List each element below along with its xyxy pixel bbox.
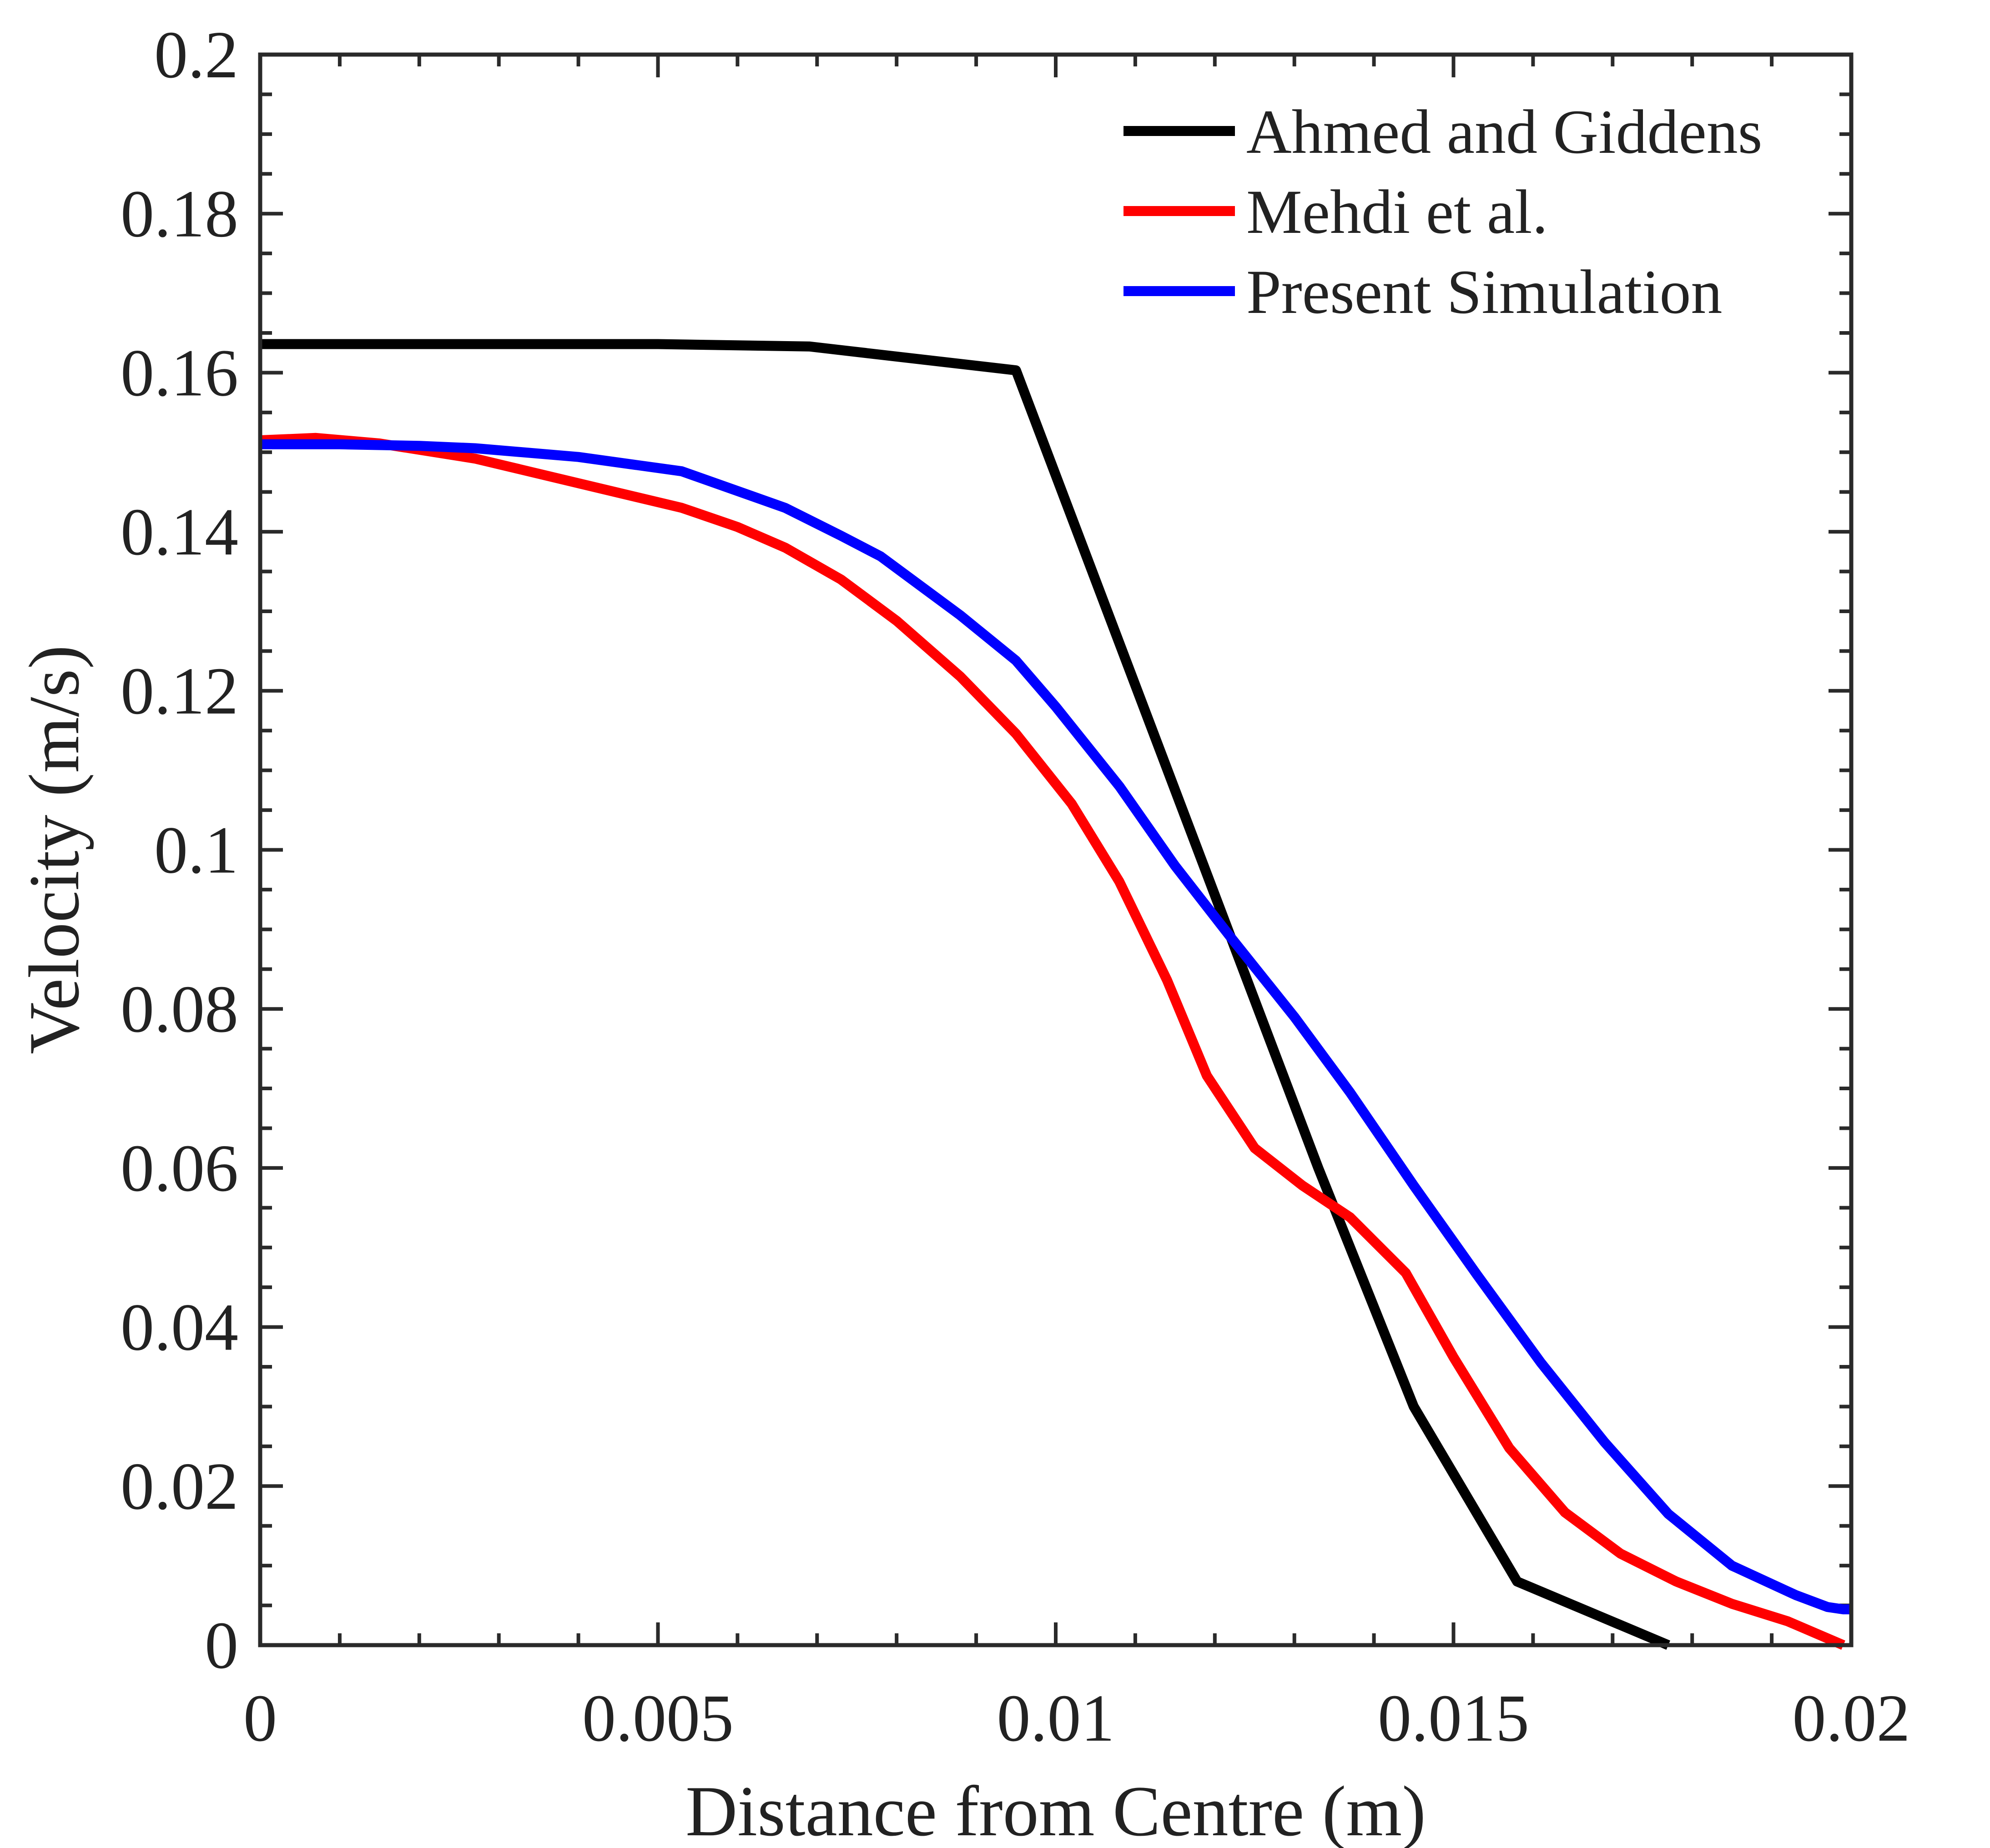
x-tick-label: 0.02 xyxy=(1793,1681,1910,1756)
y-tick-label: 0.16 xyxy=(121,336,238,410)
legend-label-mehdi-et-al: Mehdi et al. xyxy=(1246,177,1548,247)
y-tick-label: 0.12 xyxy=(121,654,238,729)
y-tick-label: 0.08 xyxy=(121,972,238,1047)
tick-labels: 0 0.02 0.04 0.06 0.08 0.1 0.12 0.14 0.16 0.18 0.2 0… xyxy=(121,18,1910,1756)
y-tick-label: 0.1 xyxy=(154,813,238,888)
legend: Ahmed and Giddens Mehdi et al. Present Sim… xyxy=(1123,97,1762,327)
x-tick-label: 0.005 xyxy=(582,1681,734,1756)
x-axis-label: Distance from Centre (m) xyxy=(685,1772,1426,1848)
series-line-present-simulation xyxy=(260,439,1851,1615)
plot-lines xyxy=(260,339,1851,1650)
x-tick-label: 0.01 xyxy=(997,1681,1115,1756)
y-tick-label: 0.06 xyxy=(121,1131,238,1206)
x-tick-label: 0.015 xyxy=(1378,1681,1529,1756)
legend-label-present-simulation: Present Simulation xyxy=(1246,257,1722,327)
y-tick-label: 0.04 xyxy=(121,1290,238,1365)
y-axis-label: Velocity (m/s) xyxy=(15,645,94,1054)
y-tick-label: 0.18 xyxy=(121,177,238,252)
y-tick-label: 0.2 xyxy=(154,18,238,92)
y-tick-label: 0 xyxy=(205,1608,238,1683)
y-tick-label: 0.02 xyxy=(121,1449,238,1524)
y-tick-label: 0.14 xyxy=(121,495,238,569)
plot-frame xyxy=(258,52,1854,1647)
series-line-mehdi-et-al xyxy=(260,433,1845,1650)
series-line-ahmed-and-giddens xyxy=(260,339,1670,1650)
legend-label-ahmed-and-giddens: Ahmed and Giddens xyxy=(1246,97,1762,166)
x-tick-label: 0 xyxy=(243,1681,277,1756)
